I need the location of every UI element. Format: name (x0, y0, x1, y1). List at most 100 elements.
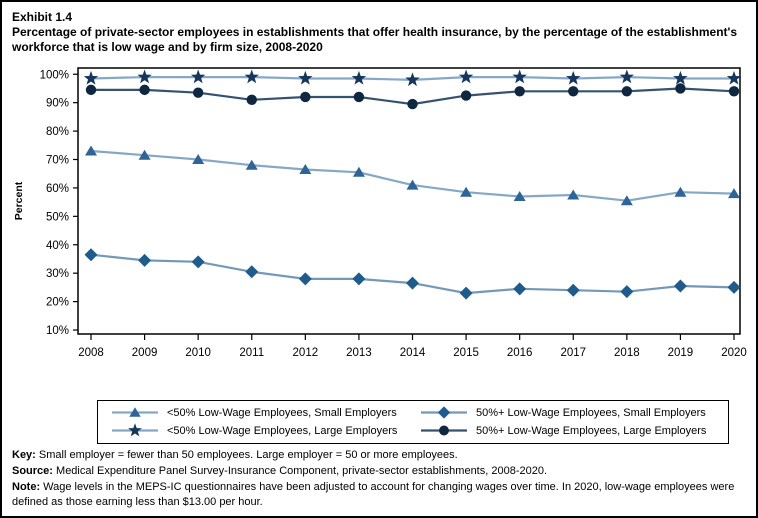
diamond-marker (513, 282, 527, 296)
diamond-marker (727, 280, 741, 294)
star-marker (512, 69, 527, 84)
circle-marker (407, 98, 418, 110)
legend-item-2: <50% Low-Wage Employees, Large Employers (106, 423, 411, 438)
star-marker (673, 70, 688, 85)
x-tick-label: 2016 (507, 347, 533, 359)
legend-label: <50% Low-Wage Employees, Large Employers (167, 424, 398, 437)
circle-marker (192, 87, 204, 98)
circle-marker (460, 90, 472, 101)
circle-marker (85, 84, 97, 96)
triangle-legend-marker (129, 407, 141, 417)
legend-item-1: 50%+ Low-Wage Employees, Small Employers (415, 405, 720, 420)
triangle-marker (620, 195, 633, 206)
triangle-marker (299, 163, 312, 174)
x-tick-label: 2012 (293, 347, 319, 359)
star-legend-icon (112, 423, 158, 437)
chart-header: Exhibit 1.4 Percentage of private-sector… (12, 10, 752, 55)
source-note-text: Medical Expenditure Panel Survey-Insuran… (52, 465, 548, 477)
plot-area-border (77, 67, 741, 335)
legend-item-3: 50%+ Low-Wage Employees, Large Employers (415, 423, 720, 438)
diamond-marker (298, 272, 312, 286)
star-marker (566, 70, 581, 85)
circle-marker (675, 83, 686, 94)
key-note: Key: Small employer = fewer than 50 empl… (12, 448, 752, 463)
star-marker (244, 69, 259, 84)
diamond-marker (459, 286, 473, 300)
star-marker (619, 69, 635, 84)
star-marker (405, 72, 420, 87)
circle-marker (139, 84, 150, 96)
triangle-marker (567, 189, 580, 200)
triangle-marker (192, 154, 205, 165)
circle-marker (621, 86, 633, 97)
source-note: Source: Medical Expenditure Panel Survey… (12, 464, 752, 479)
x-tick-label: 2020 (721, 347, 747, 359)
circle-legend-icon (421, 425, 467, 436)
x-tick-label: 2017 (560, 347, 586, 359)
exhibit-label: Exhibit 1.4 (12, 10, 73, 24)
source-note-label: Source: (12, 465, 53, 477)
y-tick-label: 80% (46, 126, 69, 138)
y-tick-label: 50% (46, 211, 69, 223)
triangle-marker (674, 186, 687, 197)
footnotes: Key: Small employer = fewer than 50 empl… (12, 448, 752, 511)
y-tick-label: 40% (46, 240, 69, 252)
triangle-marker (513, 190, 526, 201)
star-marker (83, 70, 99, 85)
circle-marker (568, 86, 579, 97)
circle-marker (353, 91, 365, 103)
circle-marker (514, 86, 525, 97)
triangle-marker (85, 145, 97, 156)
star-marker (726, 70, 742, 85)
x-tick-label: 2018 (614, 347, 640, 359)
line-chart: 10% 20% 30% 40% 50% 60% 70% 80% 90% 100% 2008 2009 2… (13, 67, 747, 359)
chart-title: Percentage of private-sector employees i… (12, 25, 738, 54)
x-tick-label: 2010 (185, 347, 211, 359)
diamond-legend-marker (437, 406, 451, 419)
star-marker (298, 70, 313, 85)
star-legend-marker (128, 423, 142, 437)
triangle-marker (352, 166, 365, 177)
y-tick-label: 10% (46, 325, 69, 337)
chart-legend: <50% Low-Wage Employees, Small Employers… (97, 400, 729, 444)
y-tick-label: 20% (46, 297, 69, 309)
key-note-text: Small employer = fewer than 50 employees… (35, 449, 458, 461)
diamond-legend-icon (421, 406, 467, 419)
legend-label: 50%+ Low-Wage Employees, Small Employers (476, 406, 706, 419)
triangle-marker (245, 159, 258, 170)
star-marker (458, 69, 474, 84)
diamond-marker (673, 279, 687, 293)
method-note-label: Note: (12, 481, 41, 493)
method-note: Note: Wage levels in the MEPS-IC questio… (12, 480, 752, 510)
circle-marker (300, 91, 311, 103)
triangle-marker (138, 149, 151, 160)
x-tick-label: 2014 (400, 347, 426, 359)
y-axis-title: Percent (13, 181, 25, 220)
circle-legend-marker (439, 425, 449, 436)
series-line-0 (90, 149, 735, 202)
method-note-text: Wage levels in the MEPS-IC questionnaire… (12, 481, 735, 508)
legend-label: 50%+ Low-Wage Employees, Large Employers (476, 424, 707, 437)
diamond-marker (245, 265, 259, 279)
y-tick-label: 100% (40, 69, 69, 81)
star-marker (351, 70, 367, 85)
diamond-marker (620, 285, 634, 299)
circle-marker (246, 94, 257, 106)
y-tick-label: 60% (46, 183, 69, 195)
triangle-marker (460, 186, 473, 197)
legend-label: <50% Low-Wage Employees, Small Employers (167, 406, 397, 419)
key-note-label: Key: (12, 449, 36, 461)
diamond-marker (406, 276, 419, 290)
x-tick-label: 2015 (453, 347, 479, 359)
legend-item-0: <50% Low-Wage Employees, Small Employers (106, 405, 411, 420)
x-tick-label: 2013 (346, 347, 372, 359)
y-tick-label: 90% (46, 98, 69, 110)
x-tick-label: 2011 (239, 347, 264, 359)
triangle-marker (728, 188, 740, 199)
diamond-marker (138, 253, 152, 267)
diamond-marker (84, 248, 98, 262)
diamond-marker (566, 283, 580, 297)
triangle-marker (406, 179, 419, 190)
x-tick-label: 2009 (132, 347, 158, 359)
